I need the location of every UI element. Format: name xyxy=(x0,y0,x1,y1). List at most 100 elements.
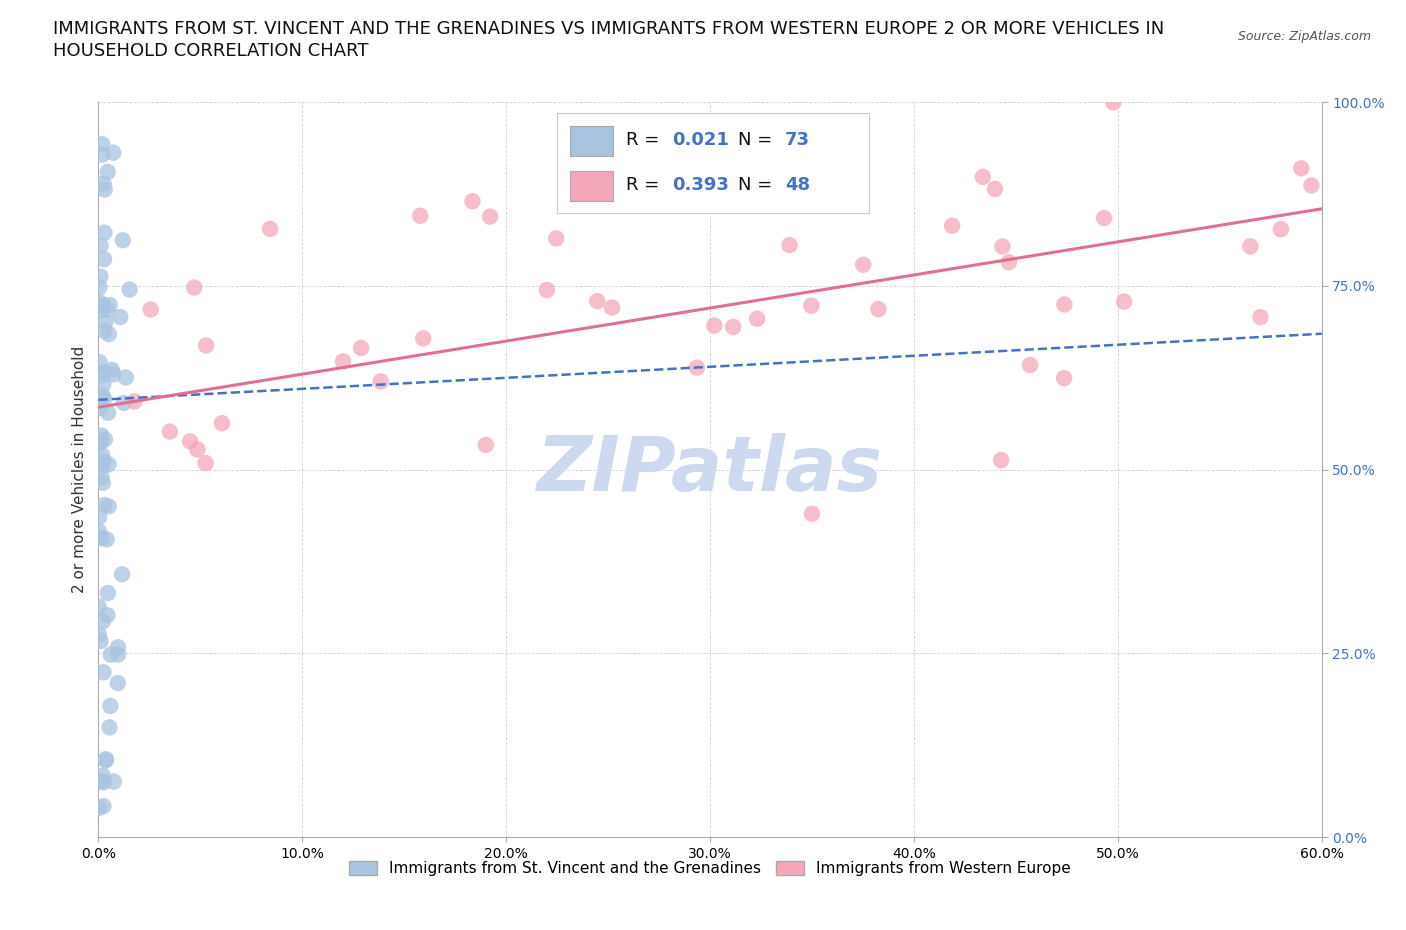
Point xyxy=(87,436,110,451)
Point xyxy=(93,498,115,512)
Point xyxy=(186,442,208,457)
Point xyxy=(370,374,392,389)
Point xyxy=(93,252,115,267)
Point xyxy=(332,354,354,369)
Point xyxy=(600,300,623,315)
Point xyxy=(991,239,1014,254)
Point xyxy=(118,282,141,297)
Point xyxy=(89,295,111,310)
Point xyxy=(1270,222,1292,237)
Point xyxy=(159,424,181,439)
Point xyxy=(96,302,118,317)
Point xyxy=(98,698,121,713)
Point xyxy=(479,209,502,224)
Point xyxy=(990,453,1012,468)
Point xyxy=(868,301,890,316)
Point xyxy=(124,394,146,409)
Point xyxy=(89,280,111,295)
Point xyxy=(96,608,118,623)
Point xyxy=(94,751,117,766)
Point xyxy=(1053,371,1076,386)
Point xyxy=(801,506,824,521)
Point xyxy=(800,299,823,313)
Point xyxy=(941,219,963,233)
Point xyxy=(1301,178,1323,193)
Point xyxy=(350,340,373,355)
Point xyxy=(90,434,112,449)
Point xyxy=(91,454,114,469)
Point xyxy=(1053,297,1076,312)
Point xyxy=(586,294,609,309)
Point xyxy=(89,269,111,284)
Point xyxy=(93,324,115,339)
Point xyxy=(89,401,111,416)
Point xyxy=(91,299,114,313)
Point xyxy=(91,137,114,152)
Point xyxy=(93,182,115,197)
Point xyxy=(91,367,114,382)
Point xyxy=(461,193,484,208)
Point xyxy=(984,181,1007,196)
Point xyxy=(1092,210,1115,225)
Point xyxy=(183,280,205,295)
Point xyxy=(90,774,112,789)
Point xyxy=(194,456,217,471)
Point xyxy=(97,499,120,514)
Point xyxy=(409,208,432,223)
Point xyxy=(89,354,111,369)
Point xyxy=(536,283,558,298)
Point xyxy=(779,237,801,252)
Point xyxy=(211,416,233,431)
Point xyxy=(93,365,115,379)
Point xyxy=(87,525,110,539)
Point xyxy=(97,457,120,472)
Point xyxy=(111,566,134,581)
Point xyxy=(93,799,115,814)
Point xyxy=(112,395,135,410)
Point xyxy=(91,458,114,473)
Point xyxy=(1239,239,1261,254)
Point xyxy=(998,255,1021,270)
Point xyxy=(96,532,118,547)
Point xyxy=(1112,294,1135,309)
Point xyxy=(87,801,110,816)
Text: Source: ZipAtlas.com: Source: ZipAtlas.com xyxy=(1237,30,1371,43)
Legend: Immigrants from St. Vincent and the Grenadines, Immigrants from Western Europe: Immigrants from St. Vincent and the Gren… xyxy=(343,855,1077,883)
Point xyxy=(97,586,120,601)
Point xyxy=(103,367,125,382)
Point xyxy=(91,377,114,392)
Point xyxy=(1291,161,1313,176)
Point xyxy=(107,675,129,690)
Point xyxy=(972,169,994,184)
Point xyxy=(91,768,114,783)
Point xyxy=(259,221,281,236)
Point xyxy=(91,475,114,490)
Point xyxy=(195,338,218,352)
Point xyxy=(90,633,112,648)
Point xyxy=(1249,310,1271,325)
Point xyxy=(90,531,112,546)
Point xyxy=(90,470,112,485)
Point xyxy=(107,647,129,662)
Point xyxy=(93,665,115,680)
Point xyxy=(87,599,110,614)
Point xyxy=(107,640,129,655)
Point xyxy=(475,437,498,452)
Point xyxy=(100,363,122,378)
Point xyxy=(1102,95,1125,110)
Point xyxy=(111,232,134,247)
Point xyxy=(747,312,769,326)
Y-axis label: 2 or more Vehicles in Household: 2 or more Vehicles in Household xyxy=(72,346,87,593)
Point xyxy=(90,303,112,318)
Point xyxy=(93,392,115,406)
Point xyxy=(98,298,121,312)
Point xyxy=(87,627,110,642)
Point xyxy=(1019,357,1042,372)
Point xyxy=(93,775,115,790)
Point xyxy=(723,319,745,334)
Point xyxy=(179,434,201,449)
Point xyxy=(89,299,111,313)
Point xyxy=(686,360,709,375)
Point xyxy=(93,177,115,192)
Point xyxy=(90,238,112,253)
